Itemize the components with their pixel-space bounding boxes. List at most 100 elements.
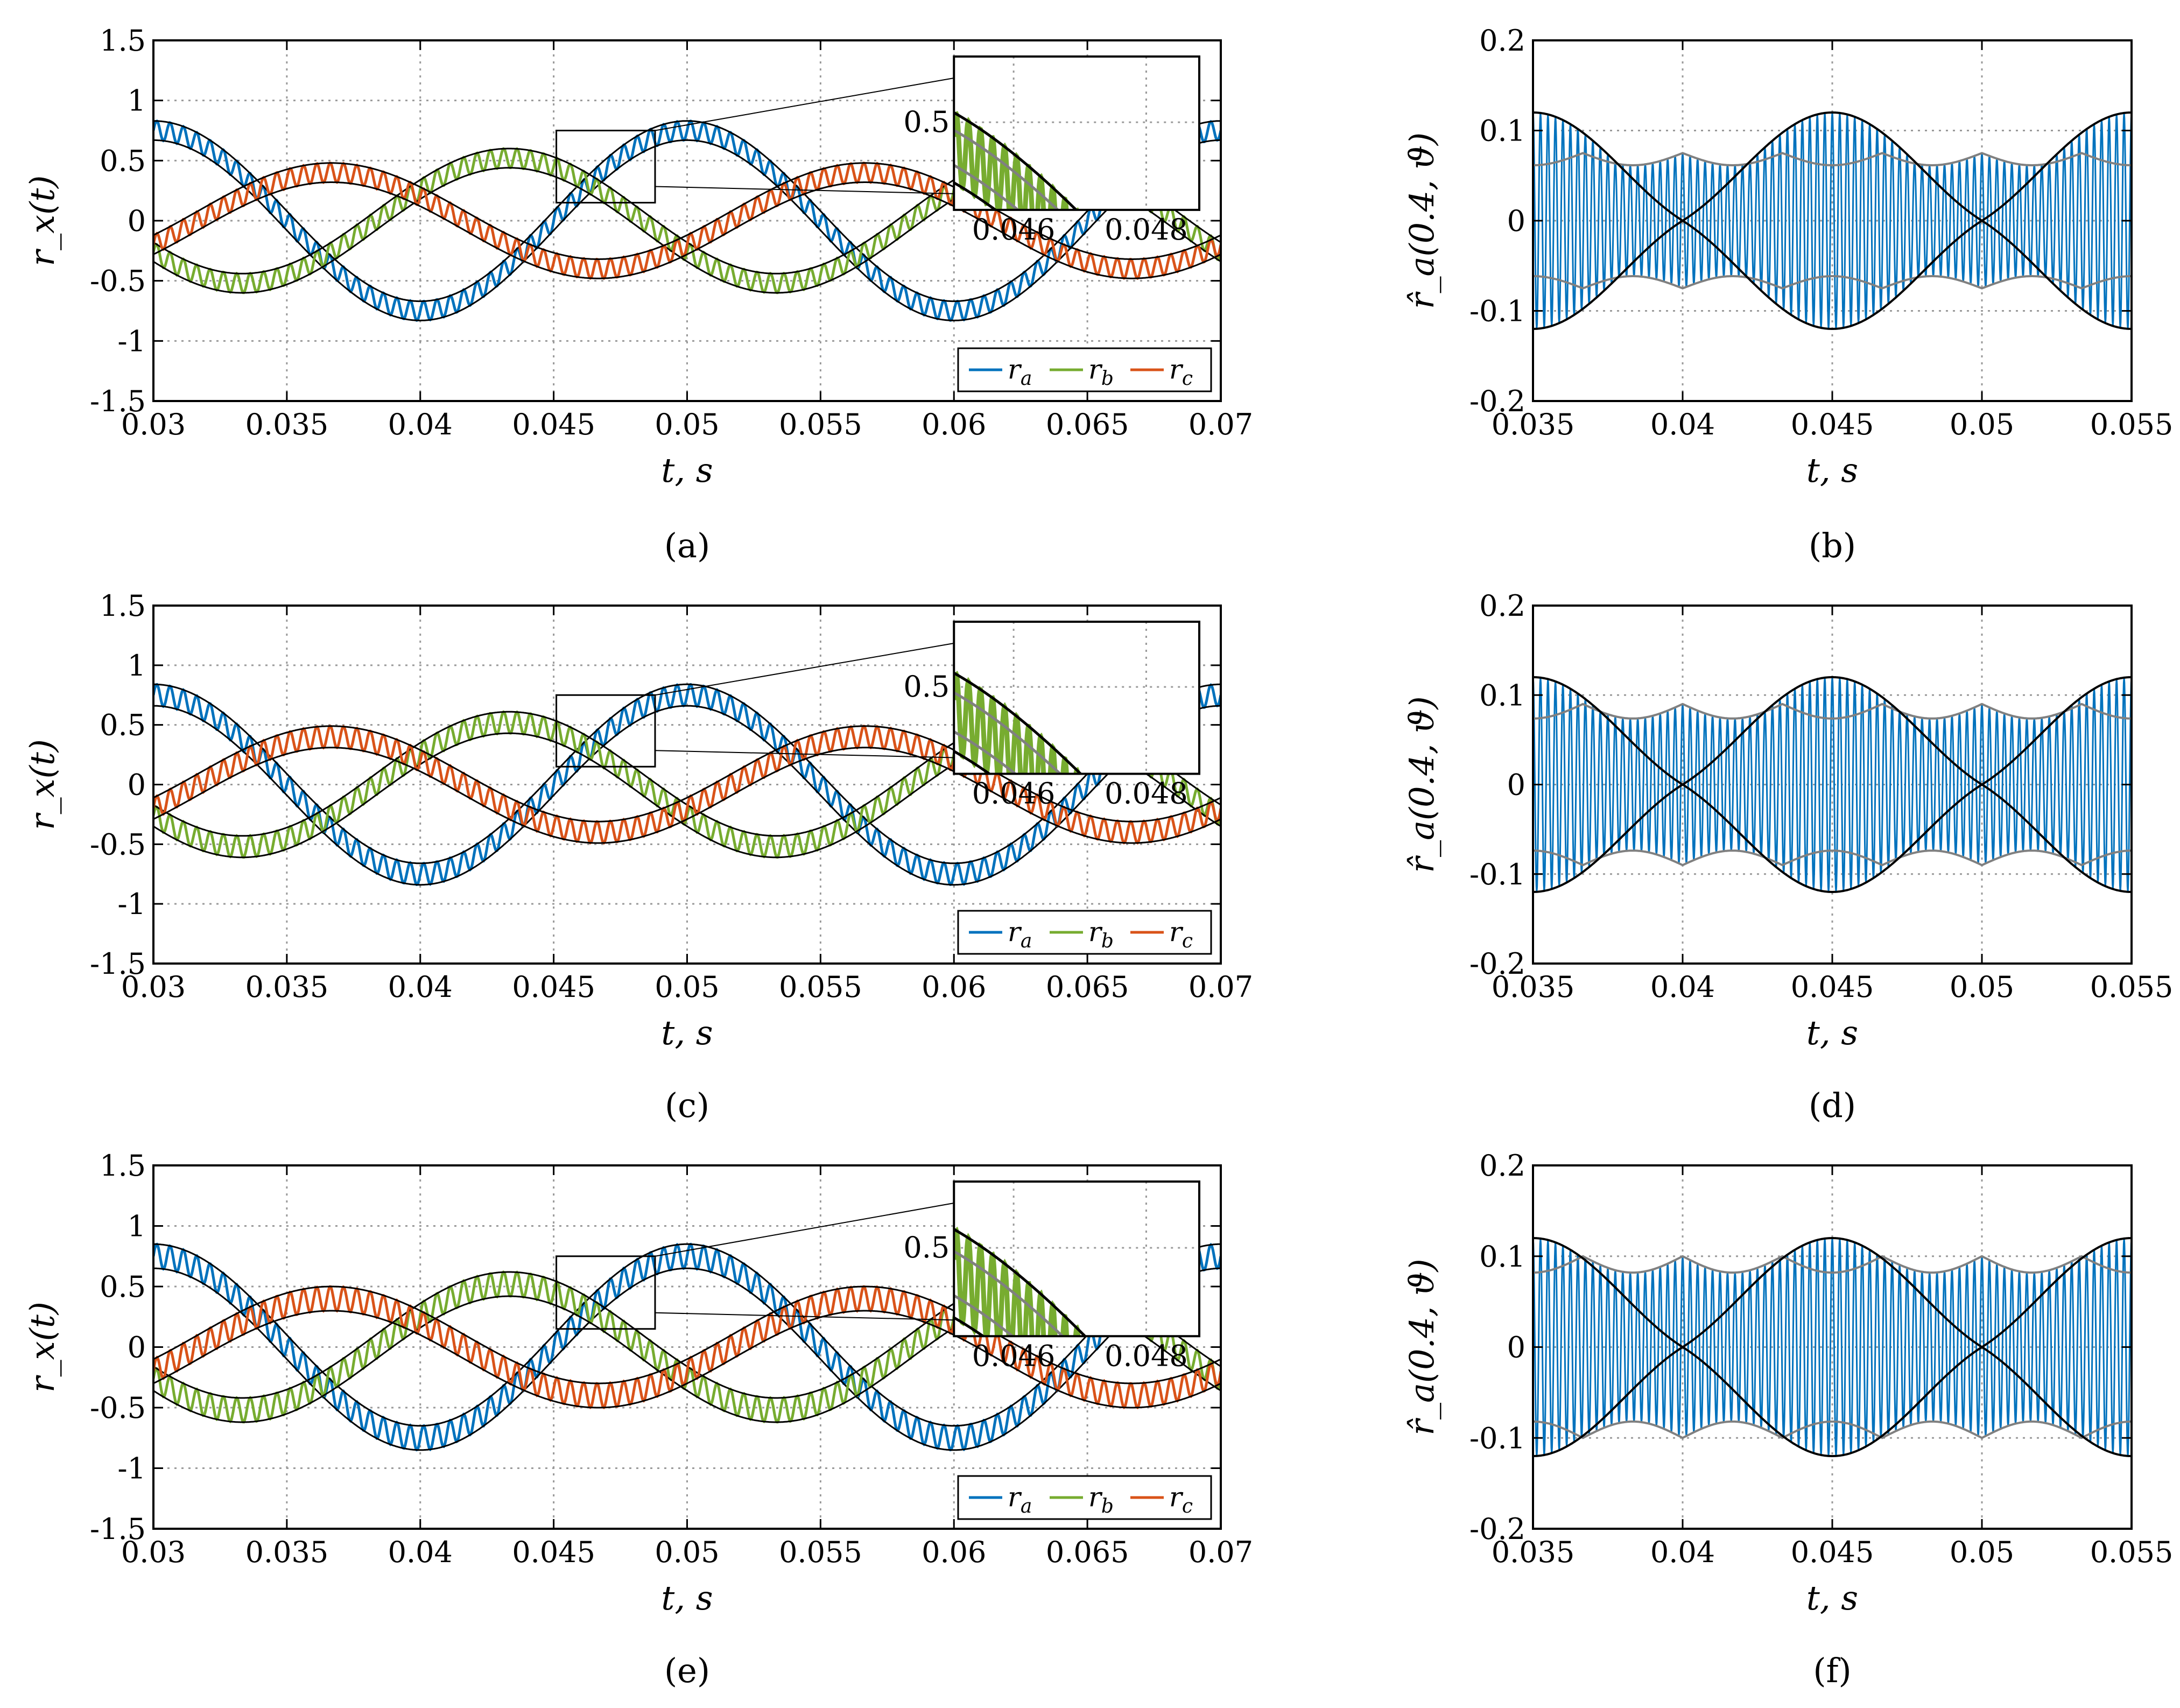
zoom-region-box [555, 130, 656, 203]
x-axis-label: t, s [1806, 451, 1858, 490]
y-tick-label: 1.5 [100, 589, 146, 623]
axes-a: 0.046 0.048 0.5 ra rb rc 0.03 0.035 0.04 0.045 0.0… [23, 24, 1253, 490]
x-tick-label: 0.07 [1189, 1535, 1253, 1569]
legend-label-r_b: rb [1088, 916, 1114, 952]
x-tick-label: 0.035 [1492, 1535, 1575, 1569]
x-tick-label: 0.065 [1046, 407, 1129, 441]
x-axis-label: t, s [661, 1578, 713, 1618]
gray-envelope-lower [1533, 849, 2132, 867]
x-tick-label: 0.055 [2090, 1535, 2174, 1569]
envelope-lower-r_c [153, 1310, 1221, 1409]
inset-envelope-upper [954, 672, 1083, 774]
x-axis-label: t, s [1806, 1578, 1858, 1618]
y-tick-label: 0.1 [1479, 1240, 1525, 1274]
y-tick-label: 1 [128, 84, 146, 118]
x-tick-label: 0.06 [922, 970, 986, 1004]
zoom-connector [655, 1203, 954, 1257]
y-axis-label: r_x(t) [23, 175, 62, 266]
zoom-connector [655, 186, 954, 194]
inset-x-tick-label: 0.046 [972, 777, 1056, 811]
axes-f: 0.035 0.04 0.045 0.05 0.055 -0.2 -0.1 0 0.1 0.2 t,… [1402, 1149, 2173, 1618]
legend-label-r_b: rb [1088, 354, 1114, 390]
series-r_c [153, 161, 1221, 280]
y-tick-label: -1.5 [90, 384, 146, 418]
inset-y-tick-label: 0.5 [903, 670, 950, 704]
inset-y-tick-label: 0.5 [903, 1231, 950, 1264]
x-tick-label: 0.05 [655, 1535, 719, 1569]
y-tick-label: -1.5 [90, 947, 146, 981]
series-line-r_c [153, 161, 1221, 280]
x-tick-label: 0.05 [1950, 970, 2014, 1004]
y-axis-label: r_x(t) [23, 1302, 62, 1393]
inset-gray-lower [954, 164, 1021, 210]
series-line-r_a [153, 120, 1221, 322]
gray-envelope-upper [1533, 702, 2132, 720]
x-tick-label: 0.03 [121, 1535, 186, 1569]
inset-frame [953, 621, 1200, 775]
y-tick-label: -1 [117, 324, 146, 358]
legend-label-r_a: ra [1008, 354, 1032, 390]
inset-gray-upper [954, 691, 1063, 774]
series-line-r_c [153, 725, 1221, 845]
inset-x-tick-label: 0.048 [1105, 1339, 1188, 1373]
x-tick-label: 0.06 [922, 1535, 986, 1569]
y-tick-label: -0.2 [1469, 947, 1525, 981]
inset-x-tick-label: 0.046 [972, 213, 1056, 247]
x-axis-label: t, s [1806, 1013, 1858, 1052]
caption-b: (b) [1809, 526, 1856, 565]
zoom-connector [655, 643, 954, 696]
x-tick-label: 0.045 [512, 1535, 595, 1569]
y-tick-label: -0.5 [90, 264, 146, 298]
y-tick-label: 0 [1507, 768, 1525, 802]
envelope-lower-r_c [153, 181, 1221, 279]
legend-box [957, 347, 1212, 392]
black-envelope-lower [1533, 1346, 2132, 1457]
x-tick-label: 0.045 [1791, 407, 1874, 441]
y-tick-label: -0.2 [1469, 384, 1525, 418]
inset-axes: 0.046 0.048 0.5 [903, 621, 1200, 811]
inset-gray-upper [954, 1250, 1065, 1337]
inset-gray-lower [954, 1294, 1015, 1337]
x-tick-label: 0.035 [245, 1535, 329, 1569]
black-envelope-lower [1533, 219, 2132, 330]
x-tick-label: 0.04 [1650, 1535, 1715, 1569]
y-axis-label: r̂_a(0.4, ϑ) [1402, 132, 1441, 309]
legend-label-r_c: rc [1169, 916, 1193, 952]
y-tick-label: 0.1 [1479, 114, 1525, 148]
caption-c: (c) [665, 1086, 709, 1125]
black-envelope-upper [1533, 111, 2132, 222]
x-tick-label: 0.065 [1046, 1535, 1129, 1569]
x-tick-label: 0.04 [388, 1535, 453, 1569]
inset-frame [953, 55, 1200, 211]
black-envelope-lower [1533, 783, 2132, 893]
black-envelope-upper [1533, 676, 2132, 786]
x-tick-label: 0.05 [1950, 1535, 2014, 1569]
y-axis-label: r_x(t) [23, 739, 62, 830]
gray-envelope-upper [1533, 152, 2132, 166]
inset-plot-area [954, 622, 1199, 774]
caption-e: (e) [664, 1651, 710, 1690]
y-tick-label: -1 [117, 887, 146, 921]
black-envelope-upper [1533, 1237, 2132, 1348]
x-tick-label: 0.045 [1791, 970, 1874, 1004]
y-tick-label: -0.5 [90, 1391, 146, 1425]
zoom-connector [655, 750, 954, 758]
x-tick-label: 0.065 [1046, 970, 1129, 1004]
x-tick-label: 0.055 [779, 407, 862, 441]
inset-y-tick-label: 0.5 [903, 105, 950, 139]
legend-label-r_b: rb [1088, 1481, 1114, 1517]
inset-series-r_b [954, 111, 1079, 210]
x-tick-label: 0.055 [2090, 407, 2174, 441]
envelope-lower-r_a [153, 1267, 1221, 1451]
y-tick-label: 0 [128, 768, 146, 802]
inset-gray-upper [954, 129, 1060, 210]
x-tick-label: 0.045 [512, 970, 595, 1004]
envelope-upper-r_c [153, 162, 1221, 260]
x-tick-label: 0.035 [245, 970, 329, 1004]
x-axis-label: t, s [661, 1013, 713, 1052]
y-tick-label: 1 [128, 649, 146, 683]
y-tick-label: -0.1 [1469, 1421, 1525, 1455]
zoom-region-box [555, 1255, 656, 1330]
series-r_a [153, 120, 1221, 322]
x-tick-label: 0.035 [245, 407, 329, 441]
